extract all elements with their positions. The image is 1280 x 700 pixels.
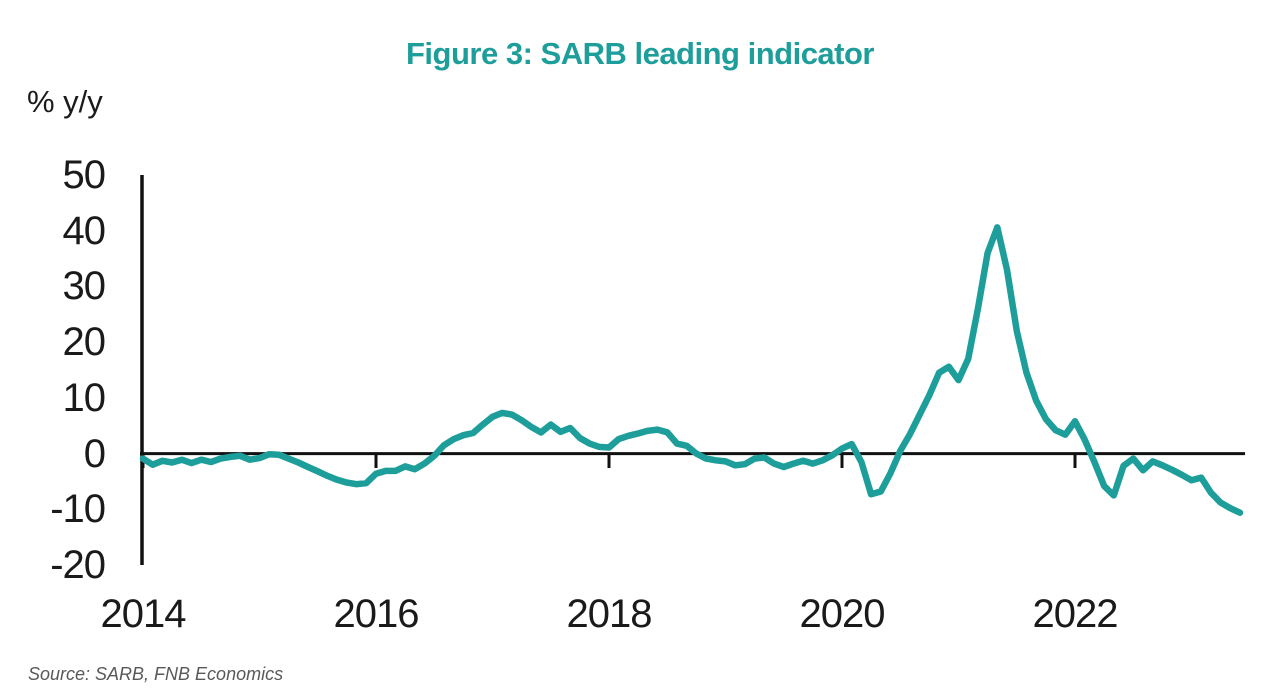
x-tick-label-2022: 2022 [1032,592,1119,636]
y-tick-label-50: 50 [62,153,107,197]
source-note: Source: SARB, FNB Economics [28,664,284,684]
y-tick-label-40: 40 [62,209,107,253]
y-axis-unit-label: % y/y [27,84,103,119]
indicator-line [139,224,1244,516]
x-tick-label-2016: 2016 [333,592,420,636]
y-tick-label-0: 0 [83,432,106,476]
y-tick-label--10: -10 [50,487,106,531]
y-tick-label-10: 10 [62,376,107,420]
y-tick-label-20: 20 [62,320,107,364]
y-tick-label--20: -20 [50,543,106,587]
x-tick-label-2014: 2014 [100,592,187,636]
chart-title: Figure 3: SARB leading indicator [406,36,875,71]
y-tick-label-30: 30 [62,264,107,308]
x-tick-label-2020: 2020 [799,592,886,636]
x-tick-label-2018: 2018 [566,592,653,636]
